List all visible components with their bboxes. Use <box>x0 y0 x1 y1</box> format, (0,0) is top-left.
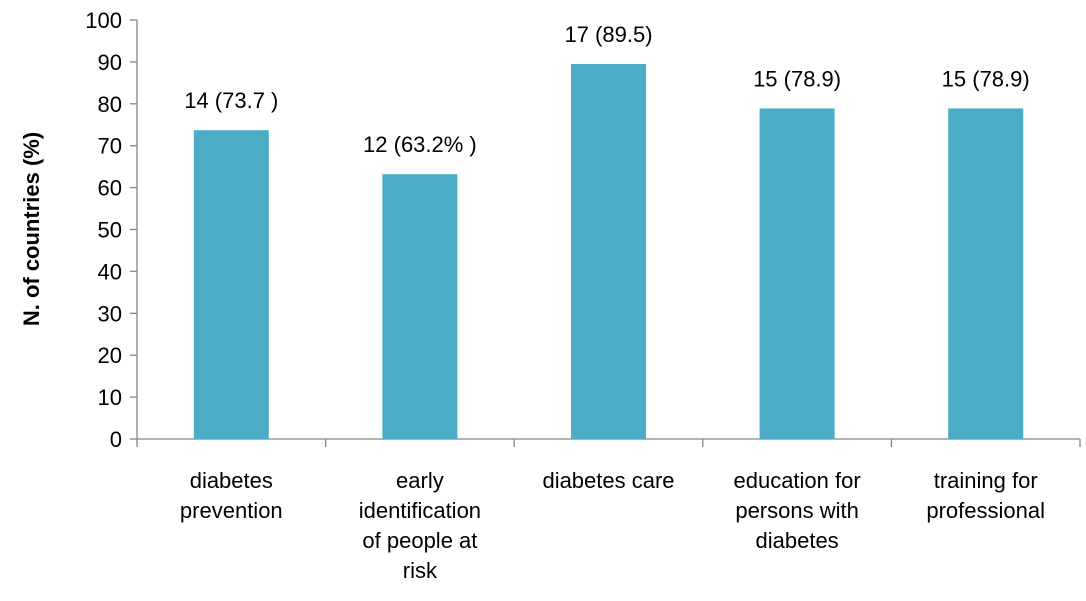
bar-data-label: 17 (89.5) <box>564 22 652 47</box>
y-tick-label: 60 <box>98 176 122 201</box>
bar-data-label: 15 (78.9) <box>753 66 841 91</box>
x-category-label: training for professional <box>926 468 1045 523</box>
x-category-label: education for persons with diabetes <box>733 468 860 553</box>
bar <box>948 108 1024 439</box>
x-category-label-line: risk <box>403 558 438 583</box>
x-category-label-line: identification <box>359 498 481 523</box>
x-category-label-line: prevention <box>180 498 283 523</box>
bar <box>759 108 835 439</box>
x-category-label-line: early <box>396 468 444 493</box>
x-category-label-line: persons with <box>735 498 859 523</box>
bar-data-label: 12 (63.2% ) <box>363 132 477 157</box>
y-tick-label: 30 <box>98 301 122 326</box>
x-axis: diabetes prevention early identification of … <box>136 438 1081 583</box>
y-tick-label: 70 <box>98 134 122 159</box>
y-axis-title: N. of countries (%) <box>19 132 44 326</box>
x-category-label-line: of people at <box>362 528 477 553</box>
x-category-label: diabetes prevention <box>180 468 283 523</box>
x-category-label-line: education for <box>733 468 860 493</box>
x-category-label-line: training for <box>934 468 1038 493</box>
bar-data-label: 14 (73.7 ) <box>184 88 278 113</box>
y-tick-label: 80 <box>98 92 122 117</box>
bars <box>193 63 1024 440</box>
x-category-label-line: diabetes <box>756 528 839 553</box>
bar <box>571 63 646 440</box>
y-tick-label: 50 <box>98 218 122 243</box>
x-category-label-line: professional <box>926 498 1045 523</box>
y-tick-label: 0 <box>110 427 122 452</box>
bar <box>193 130 269 439</box>
x-category-label: diabetes care <box>542 468 674 493</box>
bar <box>382 174 458 439</box>
x-category-label: early identification of people at risk <box>359 468 481 583</box>
y-tick-label: 10 <box>98 385 122 410</box>
y-tick-label: 100 <box>85 8 122 33</box>
y-tick-label: 90 <box>98 50 122 75</box>
x-category-label-line: diabetes care <box>542 468 674 493</box>
data-labels: 14 (73.7 ) 12 (63.2% ) 17 (89.5) 15 (78.9) 1… <box>184 22 1030 157</box>
y-axis: 0 10 20 30 40 50 60 70 80 90 100 <box>85 8 138 452</box>
bar-data-label: 15 (78.9) <box>942 66 1030 91</box>
y-tick-label: 40 <box>98 259 122 284</box>
y-tick-label: 20 <box>98 343 122 368</box>
x-category-label-line: diabetes <box>190 468 273 493</box>
